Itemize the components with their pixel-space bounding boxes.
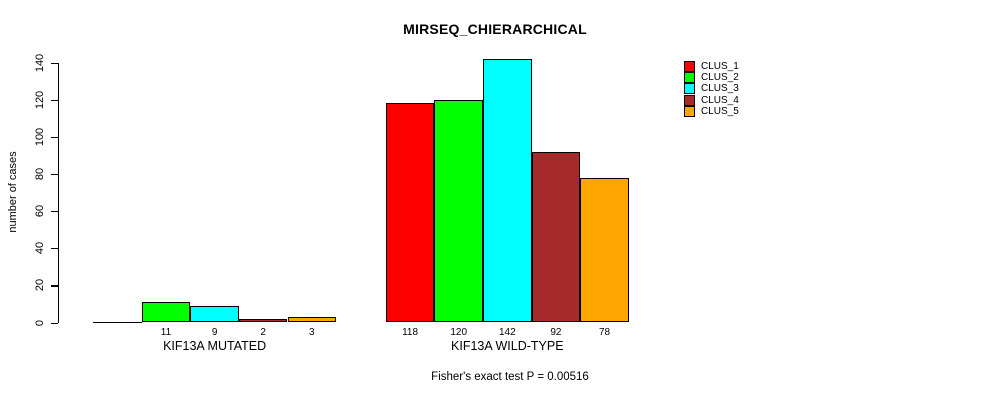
bar-clus_4 xyxy=(238,318,288,323)
legend-item-clus_4: CLUS_4 xyxy=(684,94,739,106)
y-axis-line xyxy=(57,62,59,324)
y-tick-label: 60 xyxy=(34,204,46,218)
x-group-label: KIF13A WILD-TYPE xyxy=(451,339,564,353)
bar-value-label: 9 xyxy=(211,327,218,338)
y-axis-title: number of cases xyxy=(7,151,19,233)
bar-clus_1-zero xyxy=(93,322,142,323)
y-tick-mark xyxy=(50,285,58,287)
bar-clus_4 xyxy=(531,151,581,323)
y-tick-mark xyxy=(50,173,58,176)
legend-swatch-clus_2 xyxy=(684,71,695,83)
bar-clus_2 xyxy=(141,302,191,323)
bar-value-label: 3 xyxy=(309,327,315,338)
bar-value-label: 2 xyxy=(260,327,266,338)
bar-value-label: 92 xyxy=(550,327,562,338)
legend-swatch-clus_4 xyxy=(684,94,695,106)
legend-label: CLUS_3 xyxy=(701,83,739,95)
bar-value-label: 11 xyxy=(160,327,172,338)
bar-value-label: 78 xyxy=(598,327,611,338)
legend-item-clus_2: CLUS_2 xyxy=(684,71,739,83)
bar-clus_2 xyxy=(434,99,483,323)
legend-label: CLUS_2 xyxy=(701,71,739,83)
bar-value-label: 118 xyxy=(402,327,419,338)
y-tick-label: 100 xyxy=(34,127,46,146)
y-tick-mark xyxy=(50,211,58,213)
y-tick-label: 140 xyxy=(34,53,46,72)
bar-clus_3 xyxy=(483,58,532,323)
y-tick-label: 0 xyxy=(34,319,46,326)
legend-swatch-clus_1 xyxy=(684,60,695,72)
legend-item-clus_3: CLUS_3 xyxy=(684,83,739,95)
legend-label: CLUS_4 xyxy=(701,94,739,106)
legend-swatch-clus_5 xyxy=(684,106,695,118)
y-tick-mark xyxy=(50,62,58,64)
legend-item-clus_5: CLUS_5 xyxy=(684,106,739,118)
chart-title: MIRSEQ_CHIERARCHICAL xyxy=(403,21,587,37)
y-tick-mark xyxy=(50,136,58,138)
bar-clus_5 xyxy=(580,177,629,323)
y-tick-mark xyxy=(50,322,58,324)
legend-label: CLUS_5 xyxy=(701,106,739,118)
y-tick-label: 120 xyxy=(34,90,46,109)
y-tick-label: 80 xyxy=(34,167,46,181)
bar-value-label: 142 xyxy=(498,327,516,338)
legend-item-clus_1: CLUS_1 xyxy=(684,60,739,72)
y-tick-mark xyxy=(50,248,58,250)
y-tick-label: 20 xyxy=(34,279,46,292)
bar-clus_1 xyxy=(385,103,435,323)
annotation-fisher-test: Fisher's exact test P = 0.00516 xyxy=(431,371,589,383)
bar-clus_3 xyxy=(190,305,239,323)
bar-value-label: 120 xyxy=(450,327,468,338)
y-tick-label: 40 xyxy=(34,242,46,255)
y-tick-mark xyxy=(50,99,58,101)
bar-clus_5 xyxy=(287,316,337,323)
legend-swatch-clus_3 xyxy=(684,83,695,95)
x-group-label: KIF13A MUTATED xyxy=(163,339,267,353)
legend-label: CLUS_1 xyxy=(701,60,739,72)
